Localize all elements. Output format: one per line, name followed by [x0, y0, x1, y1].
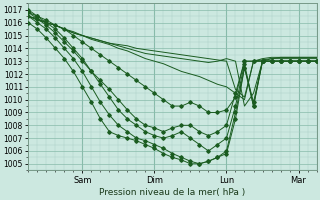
- X-axis label: Pression niveau de la mer( hPa ): Pression niveau de la mer( hPa ): [99, 188, 245, 197]
